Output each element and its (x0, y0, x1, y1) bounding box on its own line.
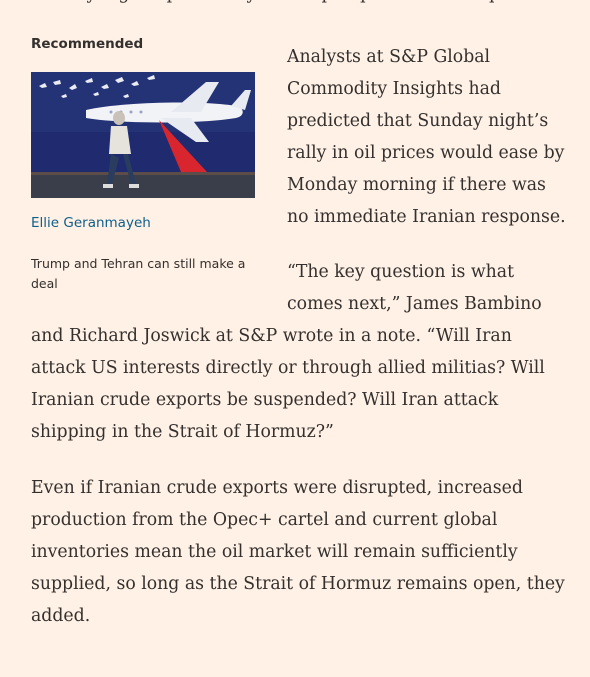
recommended-author-link[interactable]: Ellie Geranmayeh (31, 215, 151, 231)
recommended-image[interactable] (31, 72, 255, 198)
clipped-previous-line: Sunday night's price rally raised prospe… (31, 0, 571, 10)
article-paragraph-3: Even if Iranian crude exports were disru… (31, 478, 565, 626)
article-paragraph-2: “The key question is what comes next,” J… (31, 262, 545, 442)
doves (39, 75, 155, 98)
plane-mural (86, 82, 251, 142)
article-paragraph-1: Analysts at S&P Global Commodity Insight… (287, 47, 566, 227)
mural-illustration (31, 72, 255, 198)
walking-woman (103, 111, 139, 188)
recommended-heading: Recommended (31, 36, 144, 52)
clipped-previous-line-text: Sunday night's price rally raised prospe… (31, 0, 538, 10)
article-body: Sunday night's price rally raised prospe… (31, 0, 571, 632)
red-mural-shape (159, 120, 207, 172)
recommended-box: Recommended (31, 36, 279, 294)
recommended-article-link[interactable]: Trump and Tehran can still make a deal (31, 256, 246, 291)
